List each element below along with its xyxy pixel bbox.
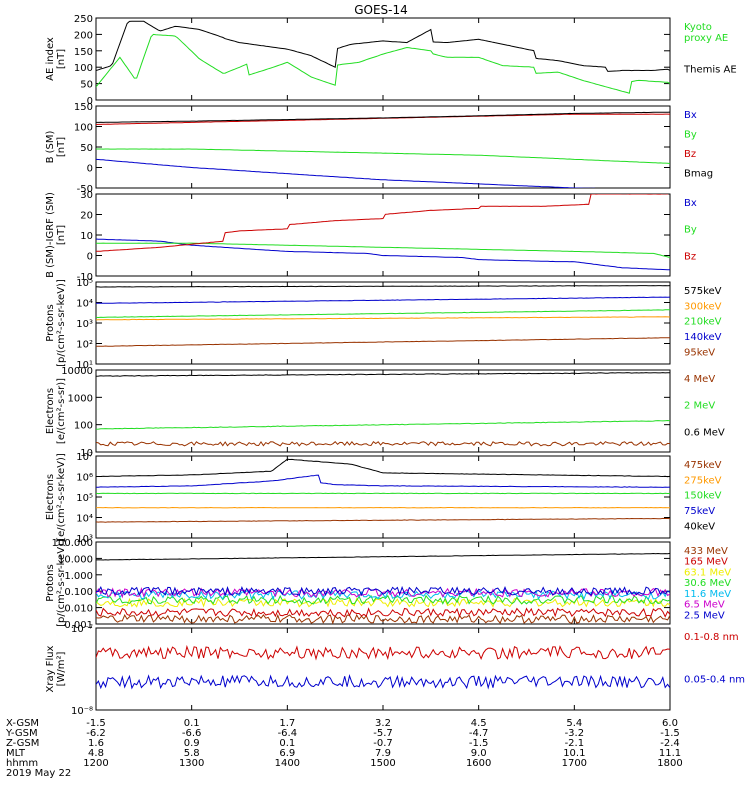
legend-label: 275keV — [684, 475, 722, 486]
y-axis-label: AE index — [45, 37, 56, 81]
y-axis-label: [p/(cm²-s-sr-keV)] — [56, 539, 67, 627]
legend-label: 210keV — [684, 317, 722, 328]
legend-label: By — [684, 129, 697, 140]
legend-label: 30.6 MeV — [684, 578, 731, 589]
y-tick-label: 250 — [74, 14, 93, 25]
y-tick-label: 10 — [80, 231, 93, 242]
y-tick-label: 10⁴ — [76, 299, 93, 310]
legend-label: Kyoto — [684, 22, 712, 33]
legend-label: 6.5 MeV — [684, 600, 725, 611]
y-tick-label: 0.010 — [64, 604, 93, 615]
y-axis-label: Protons — [45, 564, 56, 601]
legend-label: 140keV — [684, 332, 722, 343]
footer-value: 1700 — [562, 758, 587, 769]
legend-label: Bmag — [684, 168, 713, 179]
y-axis-label: Electrons — [45, 388, 56, 434]
plot-title: GOES-14 — [354, 3, 408, 17]
legend-label: Themis AE — [683, 64, 737, 75]
y-tick-label: 10000 — [61, 366, 93, 377]
y-tick-label: 100 — [74, 421, 93, 432]
y-axis-label: [W/m²] — [56, 651, 67, 686]
y-tick-label: 1000 — [68, 393, 93, 404]
legend-label: 63.1 MeV — [684, 567, 731, 578]
footer-value: 1400 — [275, 758, 300, 769]
y-tick-label: 10⁶ — [76, 473, 93, 484]
y-axis-label: B (SM)-IGRF (SM) — [45, 192, 56, 278]
y-axis-label: [nT] — [56, 49, 67, 69]
footer-value: 1600 — [466, 758, 491, 769]
y-tick-label: 1.000 — [64, 571, 93, 582]
y-tick-label: 20 — [80, 211, 93, 222]
legend-label: 0.05-0.4 nm — [684, 674, 745, 685]
y-axis-label: Electrons — [45, 474, 56, 520]
y-tick-label: 150 — [74, 47, 93, 58]
footer-value: 1200 — [83, 758, 108, 769]
y-tick-label: 10² — [76, 340, 93, 351]
y-axis-label: [nT] — [56, 225, 67, 245]
y-tick-label: 50 — [80, 143, 93, 154]
y-tick-label: 10⁵ — [76, 493, 93, 504]
y-tick-label: 10³ — [76, 319, 93, 330]
y-tick-label: 0 — [87, 252, 93, 263]
y-tick-label: 150 — [74, 102, 93, 113]
y-tick-label: 100 — [74, 63, 93, 74]
y-axis-label: Xray Flux — [45, 645, 56, 692]
y-tick-label: 50 — [80, 80, 93, 91]
legend-label: 475keV — [684, 460, 722, 471]
legend-label: 4 MeV — [684, 374, 715, 385]
y-tick-label: 10⁵ — [76, 278, 93, 289]
footer-value: 1800 — [657, 758, 682, 769]
legend-label: 0.1-0.8 nm — [684, 632, 739, 643]
legend-label: Bz — [684, 251, 696, 262]
legend-label: 2 MeV — [684, 401, 715, 412]
y-tick-label: 200 — [74, 30, 93, 41]
y-tick-label: 10⁻⁸ — [71, 706, 93, 717]
y-tick-label: 30 — [80, 190, 93, 201]
legend-label: Bx — [684, 198, 697, 209]
y-tick-label: 0 — [87, 164, 93, 175]
legend-label: 433 MeV — [684, 546, 728, 557]
y-axis-label: Protons — [45, 304, 56, 341]
y-tick-label: 100 — [74, 123, 93, 134]
legend-label: 165 MeV — [684, 557, 728, 568]
legend-label: 2.5 MeV — [684, 610, 725, 621]
legend-label: 300keV — [684, 301, 722, 312]
footer-date: 2019 May 22 — [6, 768, 71, 779]
y-tick-label: 10⁻⁷ — [71, 624, 93, 635]
legend-label: 150keV — [684, 491, 722, 502]
legend-label: 575keV — [684, 286, 722, 297]
footer-value: 1300 — [179, 758, 204, 769]
y-axis-label: B (SM) — [45, 130, 56, 163]
legend-label: 0.6 MeV — [684, 427, 725, 438]
legend-label: Bx — [684, 110, 697, 121]
legend-label: By — [684, 225, 697, 236]
y-axis-label: [e/(cm²-s-sr-keV)] — [56, 453, 67, 541]
footer-value: 1500 — [370, 758, 395, 769]
legend-label: 75keV — [684, 506, 715, 517]
legend-label: Bz — [684, 149, 696, 160]
legend-label: proxy AE — [684, 33, 728, 44]
y-axis-label: [nT] — [56, 137, 67, 157]
y-axis-label: [e/(cm²-s-sr)] — [56, 378, 67, 444]
y-tick-label: 0.100 — [64, 587, 93, 598]
legend-label: 95keV — [684, 347, 715, 358]
y-tick-label: 10⁷ — [76, 452, 93, 463]
y-tick-label: 10⁴ — [76, 514, 93, 525]
y-axis-label: [p/(cm²-s-sr-keV)] — [56, 279, 67, 367]
legend-label: 40keV — [684, 521, 715, 532]
legend-label: 11.6 MeV — [684, 589, 731, 600]
